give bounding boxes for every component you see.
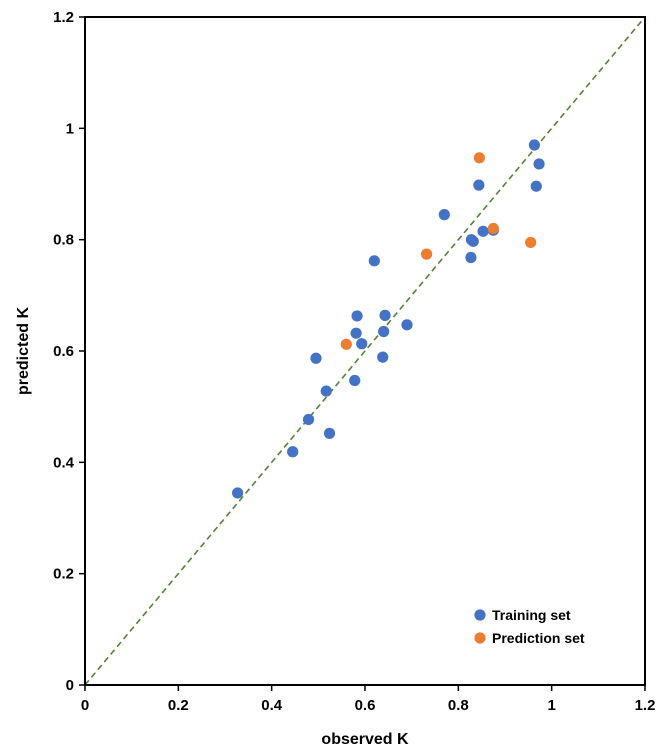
data-point [310, 353, 321, 364]
y-tick-label: 1 [66, 120, 74, 137]
data-point [473, 180, 484, 191]
legend: Training set Prediction set [474, 607, 585, 646]
y-tick-label: 0.2 [53, 566, 74, 583]
data-point [232, 487, 243, 498]
x-axis-title: observed K [321, 731, 409, 748]
y-tick-label: 0 [66, 677, 74, 694]
data-point [377, 352, 388, 363]
data-point [369, 255, 380, 266]
data-point [488, 223, 499, 234]
data-point [349, 375, 360, 386]
data-point [401, 319, 412, 330]
x-tick-label: 0.6 [355, 697, 376, 714]
data-point [421, 249, 432, 260]
x-tick-label: 0.2 [168, 697, 189, 714]
y-tick-label: 1.2 [53, 9, 74, 26]
legend-marker [474, 609, 485, 620]
data-point [465, 252, 476, 263]
y-tick-label: 0.6 [53, 343, 74, 360]
data-point [439, 209, 450, 220]
data-point [287, 446, 298, 457]
data-point [351, 310, 362, 321]
x-tick-label: 1.2 [635, 697, 656, 714]
data-point [529, 139, 540, 150]
legend-label: Training set [492, 607, 571, 623]
data-point [474, 152, 485, 163]
y-tick-label: 0.4 [53, 454, 75, 471]
data-point [468, 236, 479, 247]
data-point [321, 385, 332, 396]
data-point [533, 158, 544, 169]
x-tick-label: 0 [81, 697, 89, 714]
data-point [378, 326, 389, 337]
legend-marker [474, 632, 485, 643]
data-point [341, 339, 352, 350]
data-point [356, 338, 367, 349]
identity-reference-line [85, 17, 645, 685]
data-point [324, 428, 335, 439]
x-tick-label: 0.8 [448, 697, 469, 714]
y-tick-label: 0.8 [53, 232, 74, 249]
data-point [531, 181, 542, 192]
data-point [525, 237, 536, 248]
data-point [379, 310, 390, 321]
reference-line-layer [85, 17, 645, 685]
data-point [477, 226, 488, 237]
x-tick-label: 1 [547, 697, 555, 714]
data-point [351, 328, 362, 339]
data-point [303, 414, 314, 425]
x-tick-label: 0.4 [261, 697, 283, 714]
legend-label: Prediction set [492, 630, 585, 646]
y-axis-title: predicted K [15, 307, 32, 395]
